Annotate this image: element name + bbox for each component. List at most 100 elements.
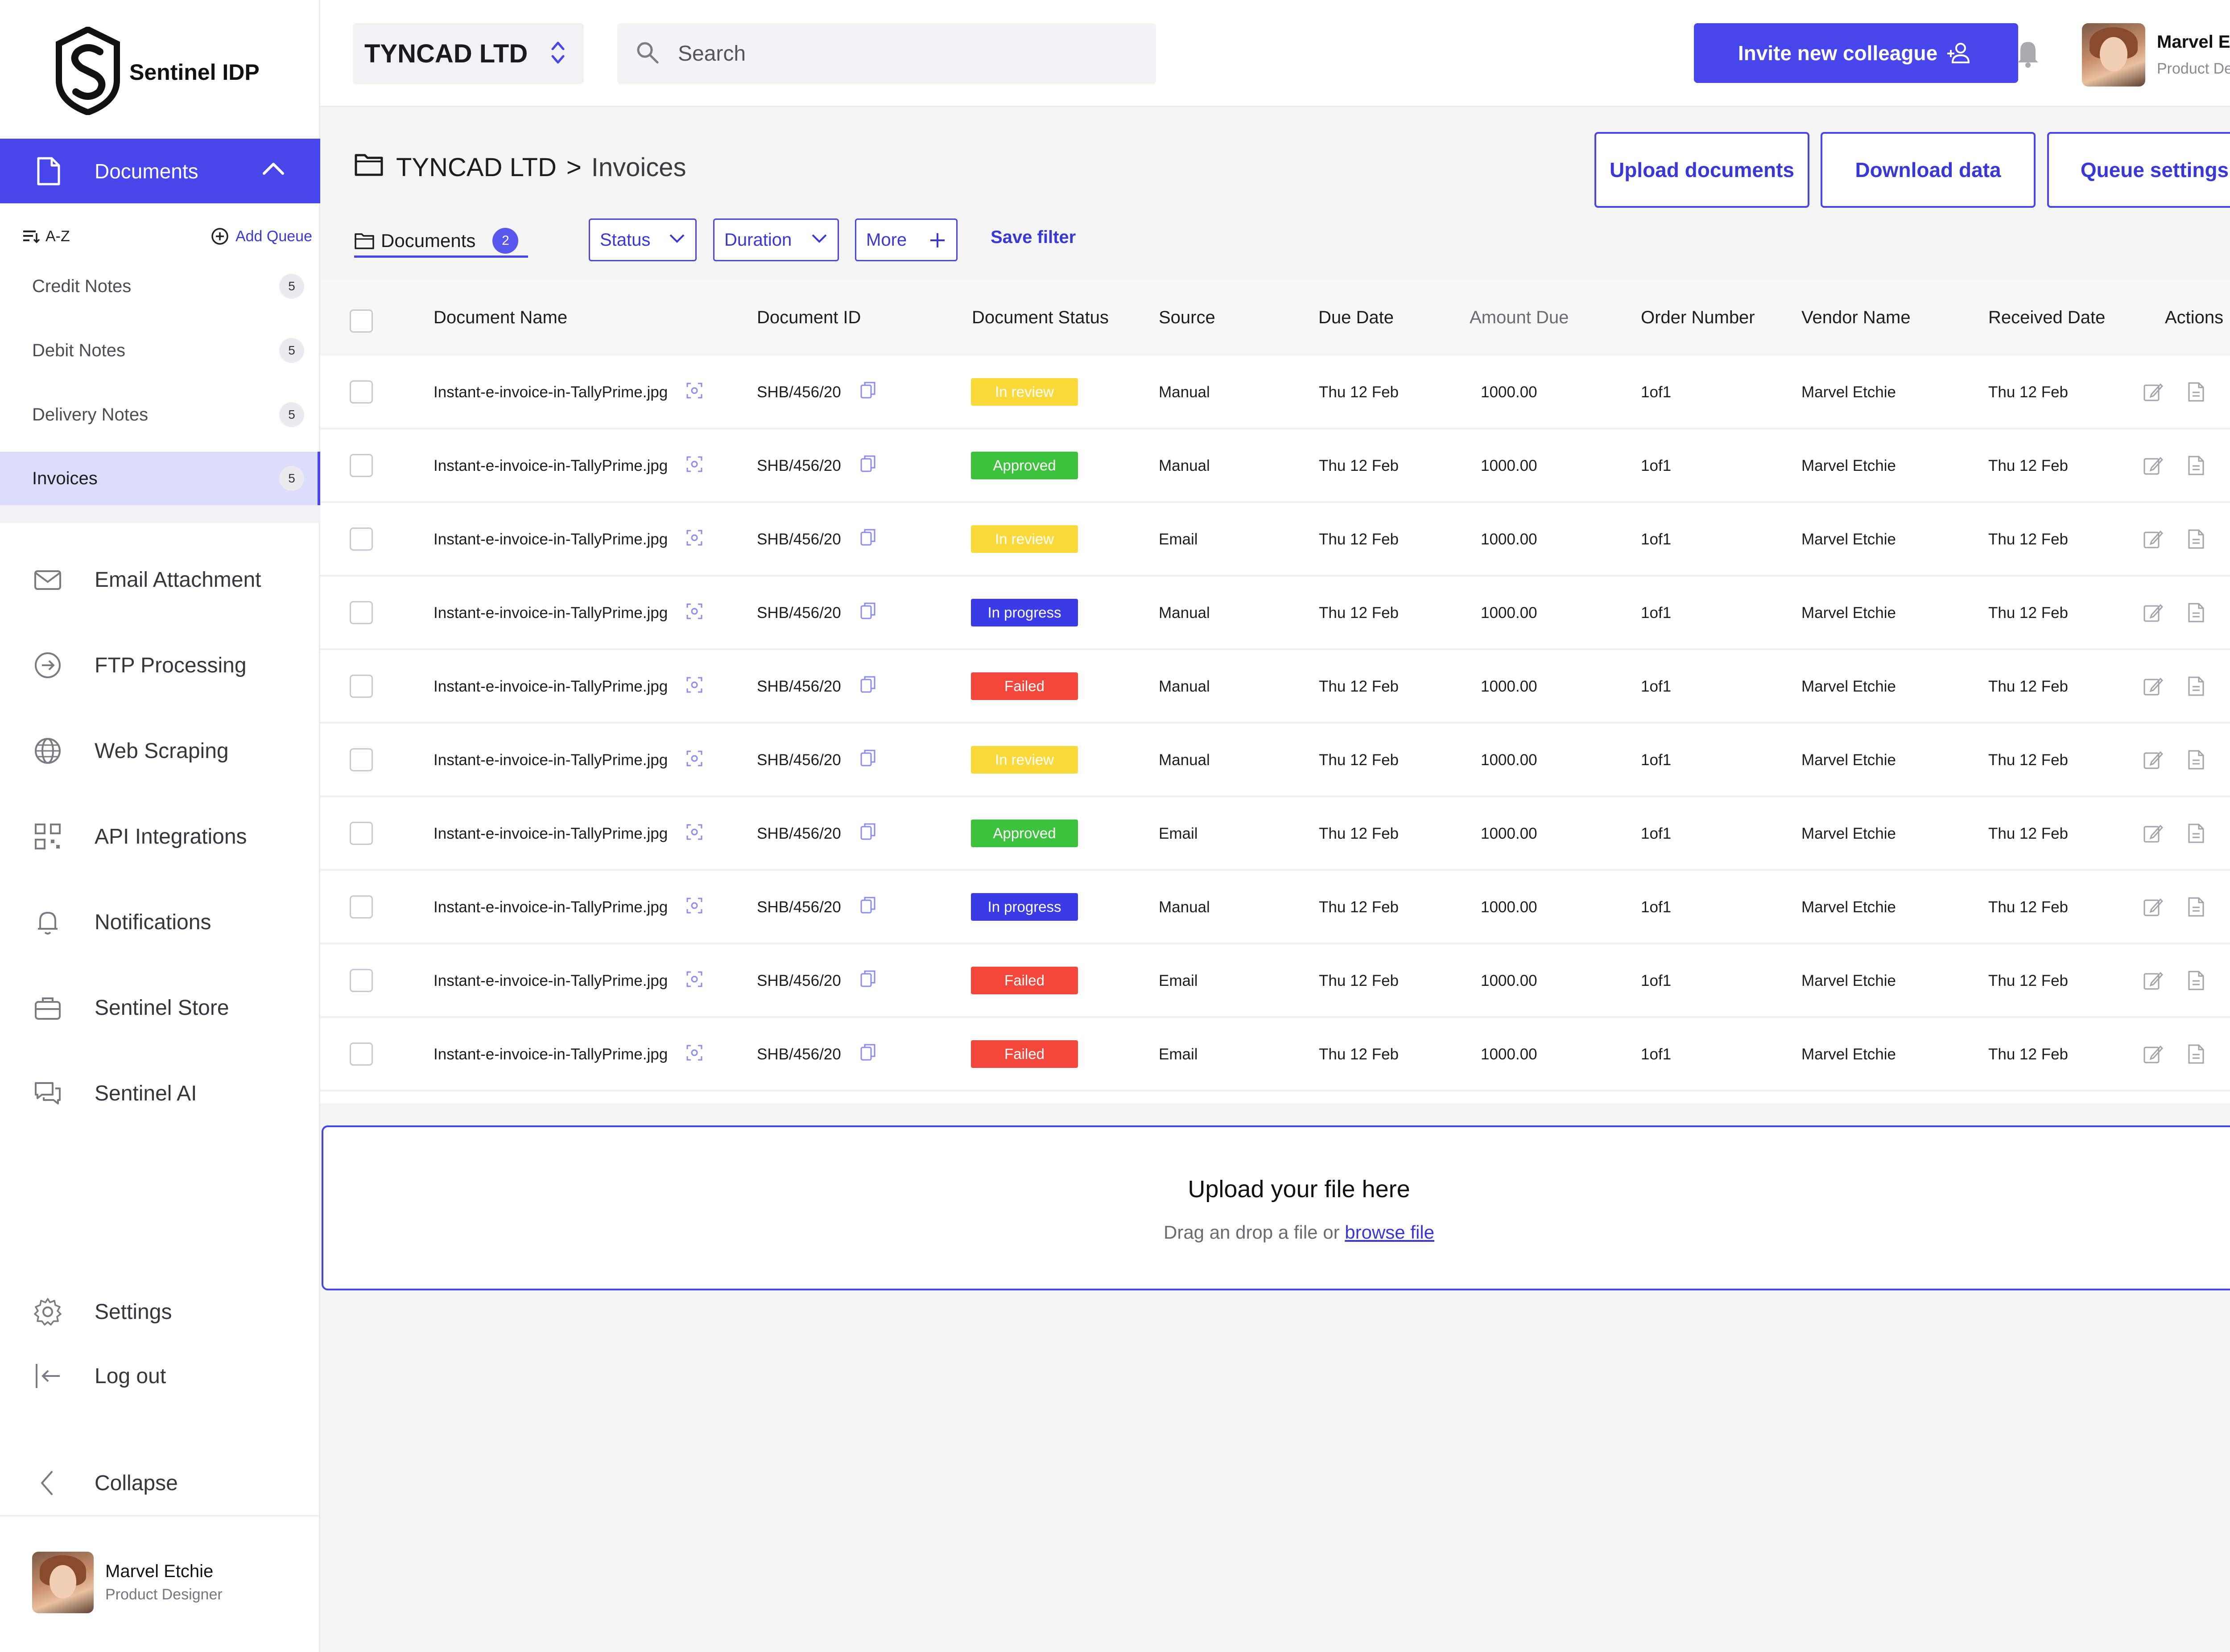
column-header[interactable]: Due Date xyxy=(1318,308,1394,327)
edit-icon[interactable] xyxy=(2143,1044,2164,1067)
document-name-cell[interactable]: Instant-e-invoice-in-TallyPrime.jpg xyxy=(434,457,668,474)
file-icon[interactable] xyxy=(2187,602,2205,625)
duration-filter[interactable]: Duration xyxy=(713,218,839,261)
select-all-checkbox[interactable] xyxy=(350,309,373,333)
row-checkbox[interactable] xyxy=(350,675,373,698)
column-header[interactable]: Order Number xyxy=(1641,308,1755,327)
nav-item-email-attachment[interactable]: Email Attachment xyxy=(0,553,320,606)
table-row[interactable]: Instant-e-invoice-in-TallyPrime.jpg SHB/4… xyxy=(320,871,2230,944)
nav-item-api-integrations[interactable]: API Integrations xyxy=(0,810,320,863)
edit-icon[interactable] xyxy=(2143,676,2164,699)
copy-icon[interactable] xyxy=(859,749,877,770)
search-input[interactable]: Search xyxy=(617,23,1156,84)
column-header[interactable]: Received Date xyxy=(1988,308,2106,327)
copy-icon[interactable] xyxy=(859,675,877,697)
edit-icon[interactable] xyxy=(2143,529,2164,552)
header-user-profile[interactable]: Marvel Etchie Product Designer xyxy=(2082,23,2230,87)
download-data-button[interactable]: Download data xyxy=(1821,132,2036,208)
row-checkbox[interactable] xyxy=(350,748,373,771)
scan-preview-icon[interactable] xyxy=(686,970,703,990)
copy-icon[interactable] xyxy=(859,454,877,476)
file-icon[interactable] xyxy=(2187,970,2205,993)
document-name-cell[interactable]: Instant-e-invoice-in-TallyPrime.jpg xyxy=(434,751,668,769)
table-row[interactable]: Instant-e-invoice-in-TallyPrime.jpg SHB/4… xyxy=(320,650,2230,724)
table-row[interactable]: Instant-e-invoice-in-TallyPrime.jpg SHB/4… xyxy=(320,503,2230,577)
scan-preview-icon[interactable] xyxy=(686,455,703,475)
document-name-cell[interactable]: Instant-e-invoice-in-TallyPrime.jpg xyxy=(434,604,668,622)
file-icon[interactable] xyxy=(2187,455,2205,478)
table-row[interactable]: Instant-e-invoice-in-TallyPrime.jpg SHB/4… xyxy=(320,356,2230,429)
documents-section-toggle[interactable]: Documents xyxy=(0,139,320,203)
document-name-cell[interactable]: Instant-e-invoice-in-TallyPrime.jpg xyxy=(434,898,668,916)
scan-preview-icon[interactable] xyxy=(686,602,703,622)
nav-item-logout[interactable]: Log out xyxy=(0,1349,320,1403)
copy-icon[interactable] xyxy=(859,528,877,550)
document-name-cell[interactable]: Instant-e-invoice-in-TallyPrime.jpg xyxy=(434,383,668,401)
sort-az-button[interactable]: A-Z xyxy=(22,228,70,245)
nav-item-sentinel-ai[interactable]: Sentinel AI xyxy=(0,1067,320,1120)
queue-settings-button[interactable]: Queue settings xyxy=(2047,132,2230,208)
row-checkbox[interactable] xyxy=(350,380,373,404)
scan-preview-icon[interactable] xyxy=(686,823,703,843)
queue-item-credit-notes[interactable]: Credit Notes 5 xyxy=(0,260,320,313)
row-checkbox[interactable] xyxy=(350,527,373,551)
scan-preview-icon[interactable] xyxy=(686,897,703,917)
edit-icon[interactable] xyxy=(2143,970,2164,993)
organization-select[interactable]: TYNCAD LTD xyxy=(353,23,584,84)
notification-bell-icon[interactable] xyxy=(2014,38,2042,70)
scan-preview-icon[interactable] xyxy=(686,750,703,770)
table-row[interactable]: Instant-e-invoice-in-TallyPrime.jpg SHB/4… xyxy=(320,429,2230,503)
collapse-sidebar-button[interactable]: Collapse xyxy=(0,1456,320,1510)
file-icon[interactable] xyxy=(2187,897,2205,919)
file-icon[interactable] xyxy=(2187,750,2205,772)
sidebar-user-profile[interactable]: Marvel Etchie Product Designer xyxy=(32,1552,223,1613)
edit-icon[interactable] xyxy=(2143,823,2164,846)
nav-item-web-scraping[interactable]: Web Scraping xyxy=(0,724,320,778)
edit-icon[interactable] xyxy=(2143,455,2164,478)
document-name-cell[interactable]: Instant-e-invoice-in-TallyPrime.jpg xyxy=(434,825,668,842)
row-checkbox[interactable] xyxy=(350,1042,373,1066)
table-row[interactable]: Instant-e-invoice-in-TallyPrime.jpg SHB/4… xyxy=(320,577,2230,650)
edit-icon[interactable] xyxy=(2143,897,2164,919)
nav-item-settings[interactable]: Settings xyxy=(0,1285,320,1339)
file-icon[interactable] xyxy=(2187,1044,2205,1067)
copy-icon[interactable] xyxy=(859,969,877,991)
brand[interactable]: Sentinel IDP xyxy=(54,26,260,117)
column-header[interactable]: Document ID xyxy=(757,308,861,327)
table-row[interactable]: Instant-e-invoice-in-TallyPrime.jpg SHB/4… xyxy=(320,724,2230,797)
file-upload-dropzone[interactable]: Upload your file here Drag an drop a fil… xyxy=(322,1125,2230,1290)
table-row[interactable]: Instant-e-invoice-in-TallyPrime.jpg SHB/4… xyxy=(320,797,2230,871)
document-name-cell[interactable]: Instant-e-invoice-in-TallyPrime.jpg xyxy=(434,1046,668,1063)
tab-documents[interactable]: Documents 2 xyxy=(354,226,529,258)
nav-item-notifications[interactable]: Notifications xyxy=(0,895,320,949)
column-header[interactable]: Vendor Name xyxy=(1801,308,1911,327)
row-checkbox[interactable] xyxy=(350,601,373,624)
copy-icon[interactable] xyxy=(859,601,877,623)
document-name-cell[interactable]: Instant-e-invoice-in-TallyPrime.jpg xyxy=(434,972,668,989)
breadcrumb-organization[interactable]: TYNCAD LTD xyxy=(396,152,557,182)
queue-item-invoices[interactable]: Invoices 5 xyxy=(0,452,320,505)
file-icon[interactable] xyxy=(2187,823,2205,846)
copy-icon[interactable] xyxy=(859,1043,877,1065)
copy-icon[interactable] xyxy=(859,822,877,844)
copy-icon[interactable] xyxy=(859,381,877,403)
queue-item-delivery-notes[interactable]: Delivery Notes 5 xyxy=(0,388,320,441)
edit-icon[interactable] xyxy=(2143,602,2164,625)
status-filter[interactable]: Status xyxy=(589,218,697,261)
add-queue-button[interactable]: Add Queue xyxy=(211,227,312,246)
queue-item-debit-notes[interactable]: Debit Notes 5 xyxy=(0,324,320,377)
scan-preview-icon[interactable] xyxy=(686,1044,703,1064)
column-header[interactable]: Document Status xyxy=(972,308,1109,327)
file-icon[interactable] xyxy=(2187,382,2205,404)
row-checkbox[interactable] xyxy=(350,969,373,992)
table-row[interactable]: Instant-e-invoice-in-TallyPrime.jpg SHB/4… xyxy=(320,1018,2230,1092)
file-icon[interactable] xyxy=(2187,529,2205,552)
row-checkbox[interactable] xyxy=(350,822,373,845)
column-header[interactable]: Document Name xyxy=(434,308,568,327)
row-checkbox[interactable] xyxy=(350,454,373,477)
more-filters-button[interactable]: More xyxy=(855,218,958,261)
scan-preview-icon[interactable] xyxy=(686,382,703,402)
column-header[interactable]: Amount Due xyxy=(1470,308,1569,327)
column-header[interactable]: Source xyxy=(1159,308,1215,327)
browse-file-link[interactable]: browse file xyxy=(1345,1222,1434,1243)
